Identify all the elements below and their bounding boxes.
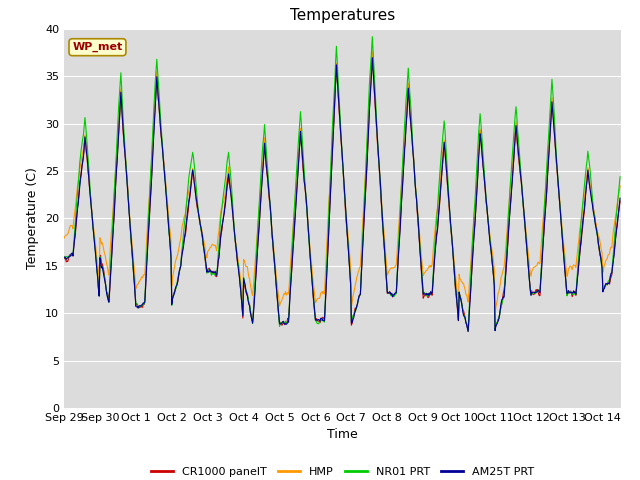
Legend: CR1000 panelT, HMP, NR01 PRT, AM25T PRT: CR1000 panelT, HMP, NR01 PRT, AM25T PRT [146, 463, 539, 480]
X-axis label: Time: Time [327, 429, 358, 442]
Text: WP_met: WP_met [72, 42, 123, 52]
Y-axis label: Temperature (C): Temperature (C) [26, 168, 40, 269]
Title: Temperatures: Temperatures [290, 9, 395, 24]
